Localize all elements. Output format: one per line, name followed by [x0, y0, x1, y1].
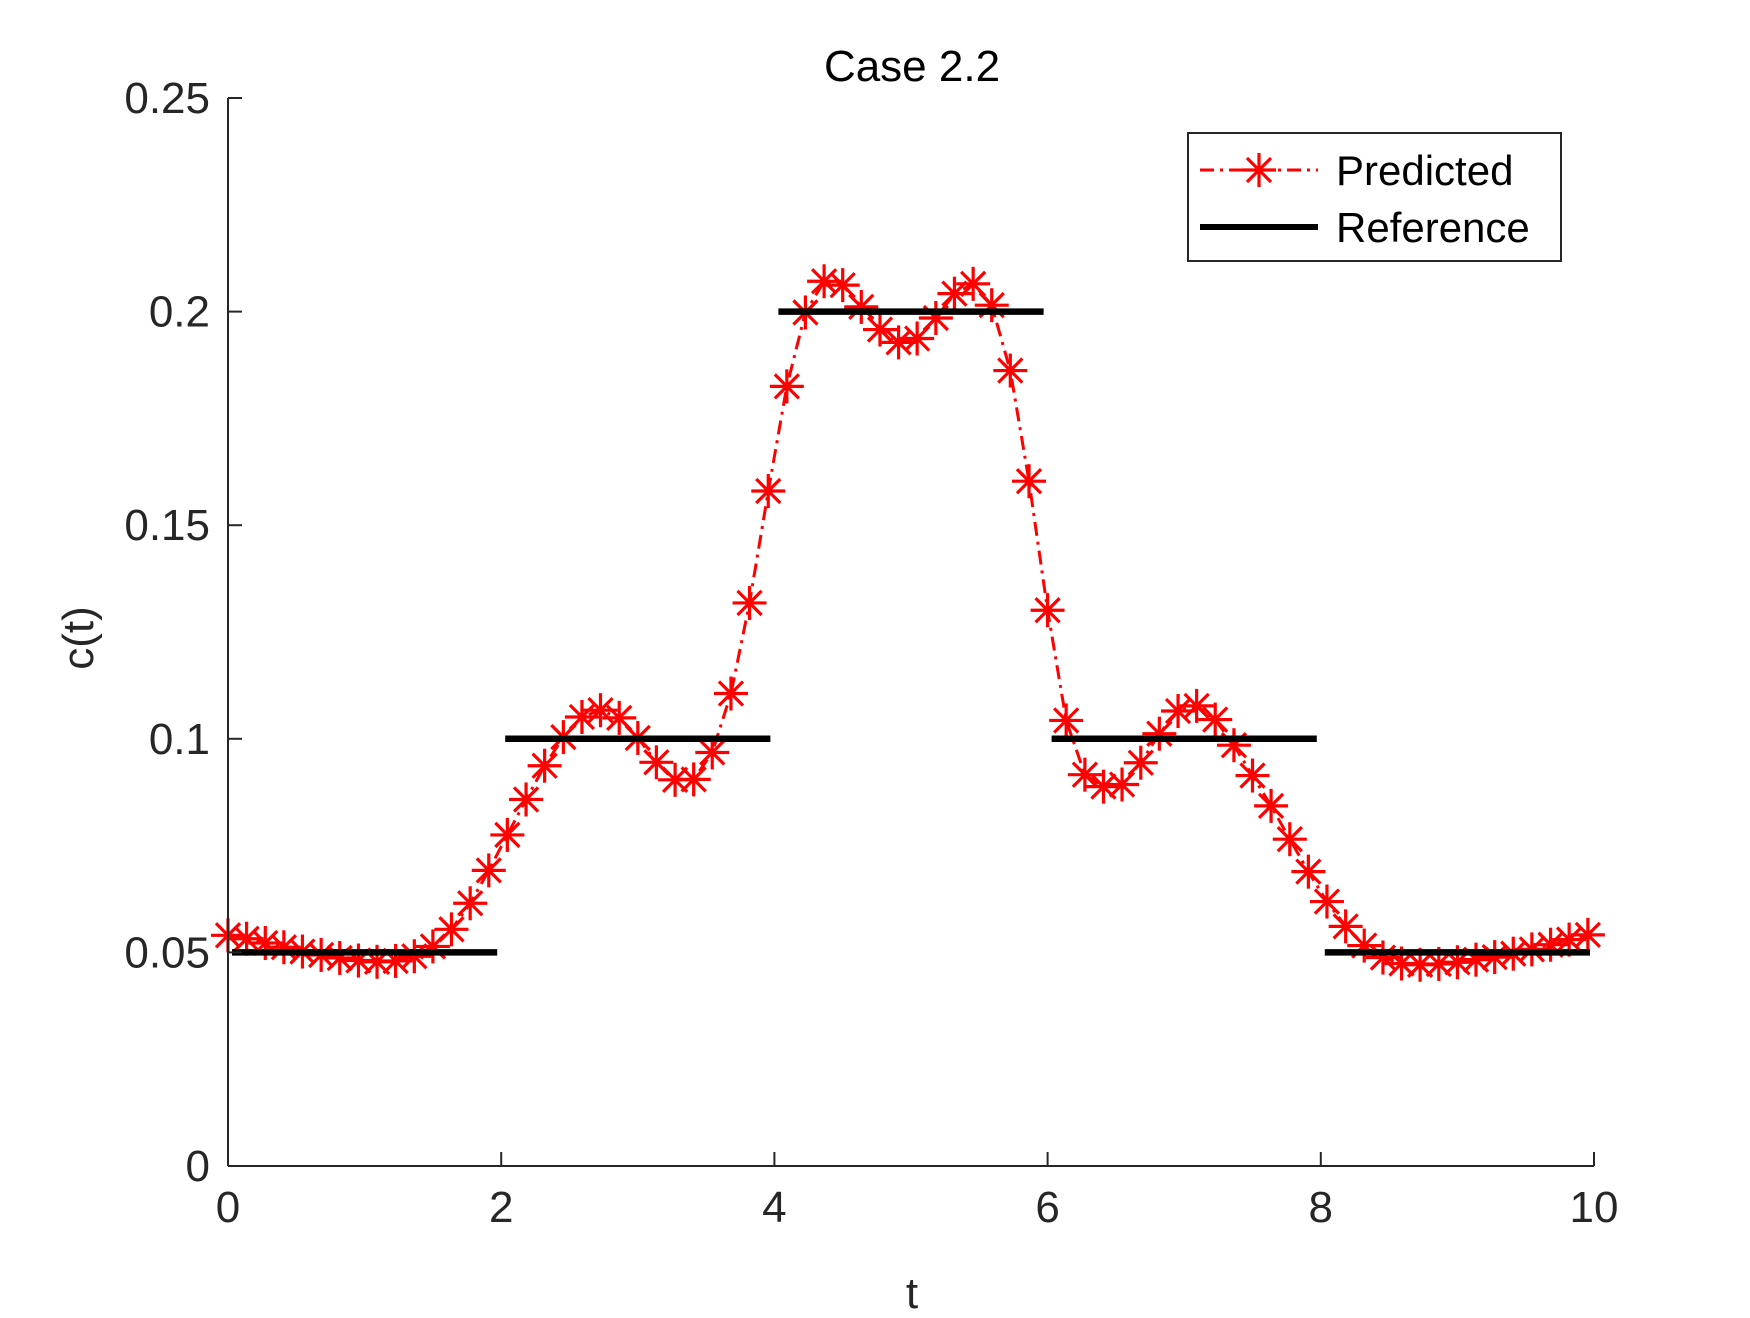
- y-tick-label: 0.25: [124, 74, 210, 123]
- predicted-point: [434, 912, 469, 947]
- plot-area: [211, 264, 1605, 982]
- legend: Predicted Reference: [1187, 132, 1562, 262]
- predicted-point: [695, 735, 730, 770]
- predicted-point: [974, 288, 1009, 323]
- legend-reference-label: Reference: [1336, 204, 1530, 251]
- predicted-point: [993, 353, 1028, 388]
- predicted-point: [1067, 757, 1102, 792]
- y-tick-label: 0.05: [124, 928, 210, 977]
- predicted-point: [527, 748, 562, 783]
- predicted-point: [490, 817, 525, 852]
- predicted-point: [1458, 942, 1493, 977]
- legend-asterisk-icon: [1242, 153, 1276, 187]
- predicted-point: [1254, 788, 1289, 823]
- y-tick-label: 0.1: [149, 715, 210, 764]
- chart-title: Case 2.2: [824, 42, 1000, 91]
- y-tick-label: 0: [186, 1142, 210, 1191]
- predicted-point: [1030, 593, 1065, 628]
- legend-box: [1187, 132, 1562, 262]
- predicted-point: [1272, 822, 1307, 857]
- predicted-point: [956, 266, 991, 301]
- predicted-point: [1570, 917, 1605, 952]
- predicted-point: [918, 301, 953, 336]
- predicted-point: [1086, 769, 1121, 804]
- predicted-point: [713, 676, 748, 711]
- x-tick-label: 4: [762, 1183, 786, 1232]
- y-axis-label: c(t): [54, 606, 103, 670]
- predicted-point: [1105, 767, 1140, 802]
- predicted-point: [1179, 688, 1214, 723]
- predicted-point: [676, 762, 711, 797]
- legend-predicted-marker: [1242, 153, 1276, 187]
- predicted-point: [509, 782, 544, 817]
- predicted-point: [471, 853, 506, 888]
- predicted-point: [1309, 884, 1344, 919]
- predicted-point: [1291, 854, 1326, 889]
- predicted-point: [937, 276, 972, 311]
- predicted-point: [769, 369, 804, 404]
- predicted-point: [1142, 716, 1177, 751]
- predicted-point: [751, 474, 786, 509]
- legend-predicted-label: Predicted: [1336, 147, 1513, 194]
- predicted-point: [807, 264, 842, 299]
- predicted-point: [844, 289, 879, 324]
- y-tick-label: 0.15: [124, 501, 210, 550]
- predicted-point: [732, 585, 767, 620]
- x-tick-label: 2: [489, 1183, 513, 1232]
- predicted-point: [322, 940, 357, 975]
- predicted-point: [1235, 758, 1270, 793]
- x-axis-label: t: [906, 1269, 918, 1313]
- x-tick-label: 0: [216, 1183, 240, 1232]
- predicted-point: [1123, 745, 1158, 780]
- predicted-point: [825, 268, 860, 303]
- predicted-point: [1012, 464, 1047, 499]
- axes: 0 2 4 6 8 10 0 0.05 0.1 0.15 0.2 0.25: [124, 74, 1618, 1232]
- predicted-point: [1216, 728, 1251, 763]
- predicted-point: [1049, 703, 1084, 738]
- x-tick-label: 10: [1570, 1183, 1619, 1232]
- x-tick-label: 8: [1309, 1183, 1333, 1232]
- y-tick-label: 0.2: [149, 288, 210, 337]
- predicted-point: [397, 939, 432, 974]
- predicted-point: [1198, 702, 1233, 737]
- x-tick-label: 6: [1035, 1183, 1059, 1232]
- predicted-point: [453, 886, 488, 921]
- predicted-point: [862, 312, 897, 347]
